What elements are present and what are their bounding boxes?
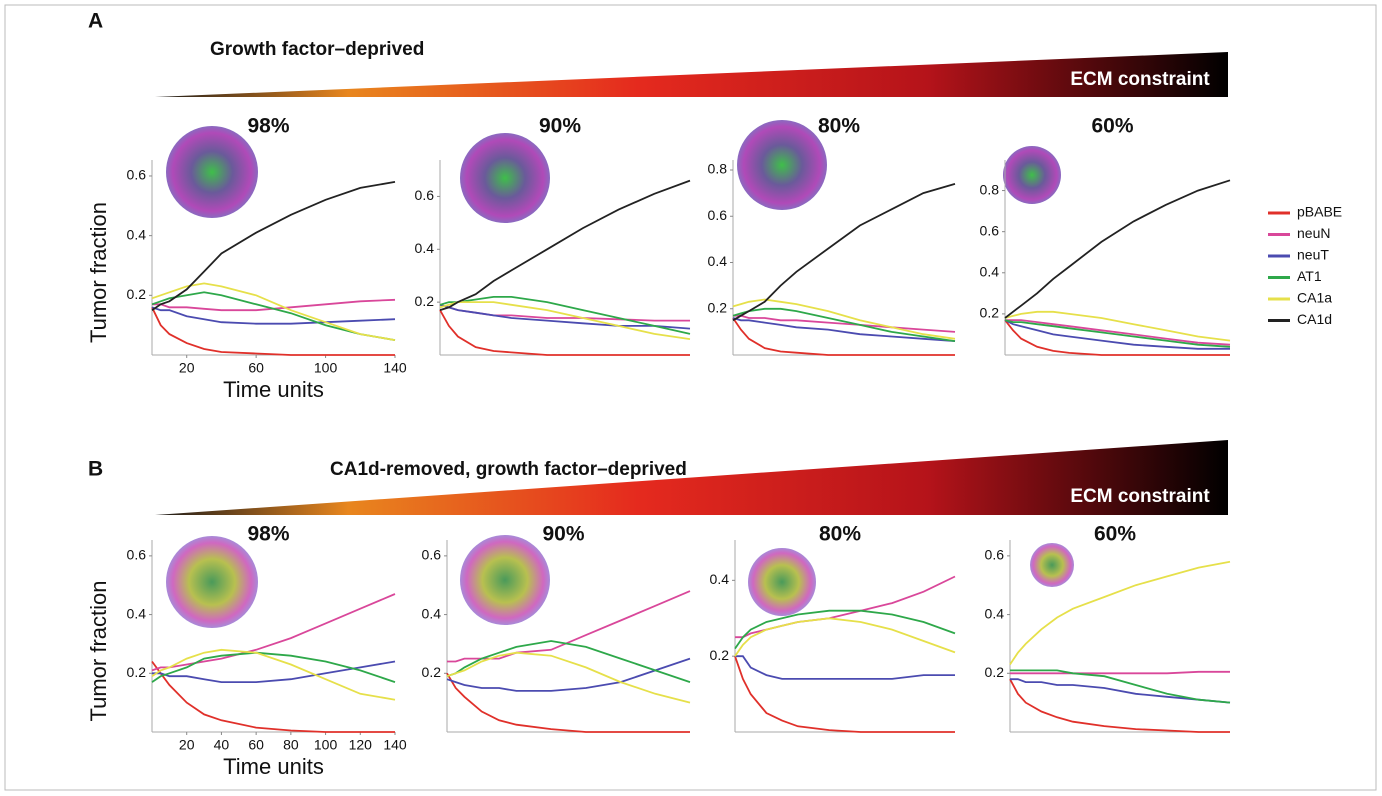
- y-tick-label: 0.8: [708, 161, 728, 177]
- y-tick-label: 0.6: [422, 547, 442, 563]
- panel-label: A: [88, 10, 103, 33]
- legend-label: neuT: [1297, 247, 1329, 263]
- series-line: [152, 283, 395, 340]
- spheroid-image: [737, 120, 827, 210]
- series-line: [1010, 670, 1230, 702]
- y-tick-label: 0.6: [708, 207, 728, 223]
- series-line: [733, 300, 955, 339]
- series-line: [1005, 312, 1230, 341]
- chart-title: 90%: [542, 523, 584, 546]
- x-tick-label: 140: [383, 360, 407, 376]
- x-tick-label: 20: [179, 360, 195, 376]
- y-tick-label: 0.8: [980, 181, 1000, 197]
- y-tick-label: 0.4: [415, 240, 435, 256]
- x-tick-label: 100: [314, 737, 338, 753]
- y-tick-label: 0.6: [980, 222, 1000, 238]
- series-line: [440, 310, 690, 355]
- series-line: [735, 656, 955, 679]
- y-tick-label: 0.4: [985, 605, 1005, 621]
- series-line: [1005, 320, 1230, 355]
- y-tick-label: 0.4: [708, 253, 728, 269]
- legend-label: CA1d: [1297, 311, 1332, 327]
- x-tick-label: 140: [383, 737, 407, 753]
- series-line: [447, 659, 690, 691]
- y-tick-label: 0.2: [415, 293, 435, 309]
- y-tick-label: 0.2: [710, 647, 730, 663]
- x-tick-label: 100: [314, 360, 338, 376]
- spheroid-image: [1003, 146, 1061, 204]
- y-tick-label: 0.2: [422, 664, 442, 680]
- y-tick-label: 0.4: [127, 226, 147, 242]
- spheroid-image: [460, 535, 550, 625]
- series-line: [735, 656, 955, 732]
- y-tick-label: 0.6: [127, 167, 147, 183]
- y-axis-label: Tumor fraction: [86, 580, 111, 721]
- y-tick-label: 0.2: [127, 664, 147, 680]
- panel-title: CA1d-removed, growth factor–deprived: [330, 459, 687, 480]
- x-tick-label: 60: [248, 360, 264, 376]
- series-line: [733, 316, 955, 332]
- x-tick-label: 80: [283, 737, 299, 753]
- spheroid-image: [748, 548, 816, 616]
- x-axis-label: Time units: [223, 377, 324, 402]
- chart-title: 80%: [819, 523, 861, 546]
- y-tick-label: 0.2: [708, 299, 728, 315]
- spheroid-image: [460, 133, 550, 223]
- series-line: [152, 650, 395, 700]
- legend-label: CA1a: [1297, 290, 1332, 306]
- y-tick-label: 0.4: [127, 605, 147, 621]
- chart-title: 80%: [818, 115, 860, 138]
- y-tick-label: 0.6: [985, 547, 1005, 563]
- chart-title: 90%: [539, 115, 581, 138]
- spheroids: [166, 120, 1074, 628]
- series-line: [733, 309, 955, 341]
- x-tick-label: 40: [214, 737, 230, 753]
- legend-label: neuN: [1297, 225, 1330, 241]
- y-tick-label: 0.2: [980, 305, 1000, 321]
- series-line: [735, 618, 955, 656]
- x-tick-label: 20: [179, 737, 195, 753]
- x-tick-label: 120: [349, 737, 373, 753]
- chart-title: 98%: [247, 115, 289, 138]
- gradient-label: ECM constraint: [1070, 69, 1210, 90]
- series-line: [447, 673, 690, 732]
- x-tick-label: 60: [248, 737, 264, 753]
- y-tick-label: 0.2: [985, 664, 1005, 680]
- figure: A Growth factor–deprived ECM constraint …: [0, 0, 1382, 796]
- spheroid-image: [1030, 543, 1074, 587]
- series-line: [1010, 679, 1230, 732]
- chart-title: 60%: [1094, 523, 1136, 546]
- gradient-label: ECM constraint: [1070, 486, 1210, 507]
- x-axis-label: Time units: [223, 754, 324, 779]
- legend-label: AT1: [1297, 268, 1322, 284]
- series-line: [152, 307, 395, 355]
- y-tick-label: 0.4: [980, 263, 1000, 279]
- panel-title: Growth factor–deprived: [210, 39, 424, 60]
- panel-label: B: [88, 458, 103, 481]
- y-tick-label: 0.4: [710, 571, 730, 587]
- spheroid-image: [166, 536, 258, 628]
- y-tick-label: 0.4: [422, 605, 442, 621]
- y-axis-label: Tumor fraction: [86, 202, 111, 343]
- ecm-gradient: [155, 440, 1228, 515]
- series-line: [447, 653, 690, 703]
- chart-title: 98%: [247, 523, 289, 546]
- series-line: [152, 662, 395, 733]
- chart-title: 60%: [1091, 115, 1133, 138]
- y-tick-label: 0.2: [127, 286, 147, 302]
- y-tick-label: 0.6: [415, 187, 435, 203]
- spheroid-image: [166, 126, 258, 218]
- series-line: [1010, 672, 1230, 674]
- y-tick-label: 0.6: [127, 547, 147, 563]
- series-line: [152, 307, 395, 323]
- legend-label: pBABE: [1297, 204, 1342, 220]
